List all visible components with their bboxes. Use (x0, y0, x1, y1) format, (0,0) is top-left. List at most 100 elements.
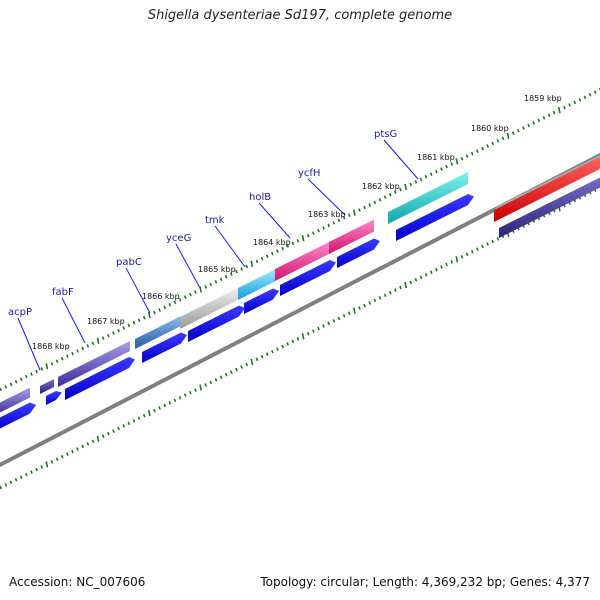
scale-label: 1865 kbp (198, 265, 236, 274)
tick-mark (265, 254, 269, 258)
tick-mark (14, 379, 18, 384)
tick-mark (142, 413, 146, 418)
tick-mark (291, 241, 295, 246)
tick-mark (107, 431, 110, 436)
tick-mark (19, 377, 23, 381)
gene-label-tmk[interactable]: tmk (205, 215, 225, 226)
feature-yceG (180, 284, 242, 329)
tick-mark (255, 259, 259, 264)
tick-mark (511, 131, 515, 135)
tick-mark (168, 401, 172, 405)
tick-mark (568, 103, 571, 107)
tick-mark (127, 421, 131, 426)
tick-mark (158, 406, 161, 410)
tick-mark (265, 352, 269, 356)
tick-mark (271, 349, 274, 354)
tick-mark (194, 290, 197, 294)
tick-mark (506, 132, 510, 139)
tick-mark (112, 331, 115, 335)
tick-mark (286, 342, 290, 346)
cds-holB (280, 253, 340, 296)
tick-mark (419, 177, 423, 182)
tick-mark (373, 200, 377, 205)
tick-mark (132, 321, 136, 325)
tick-mark (235, 367, 238, 372)
tick-mark (137, 416, 141, 421)
feature-left-edge (0, 383, 34, 413)
tick-mark (81, 346, 85, 351)
tick-mark (373, 298, 377, 303)
tick-mark (173, 300, 177, 305)
tick-mark (337, 218, 341, 223)
tick-mark (153, 310, 156, 315)
tick-mark (455, 256, 459, 263)
tick-mark (81, 444, 85, 449)
tick-mark (281, 246, 284, 251)
tick-mark (465, 154, 469, 159)
tick-mark (440, 265, 443, 269)
tick-mark (496, 237, 500, 241)
tick-mark (30, 372, 33, 376)
cds-left-edge (0, 395, 40, 429)
gene-label-holB[interactable]: holB (249, 192, 271, 203)
tick-mark (209, 380, 213, 385)
feature-track (0, 152, 600, 468)
tick-mark (260, 354, 264, 359)
tick-mark (337, 316, 341, 321)
tick-mark (409, 182, 413, 187)
tick-mark (291, 339, 295, 344)
cds-tmk (244, 281, 283, 314)
tick-mark (66, 354, 69, 358)
tick-mark (476, 149, 479, 153)
tick-mark (481, 146, 484, 151)
scale-tick-rows (0, 88, 600, 490)
tick-mark (66, 452, 69, 456)
tick-mark (414, 180, 418, 184)
gene-label-pabC[interactable]: pabC (116, 257, 142, 268)
feature-ycfH (329, 215, 378, 254)
topology-label: Topology: circular; Length: 4,369,232 bp… (260, 575, 590, 589)
tick-mark (332, 319, 336, 323)
tick-mark (424, 174, 428, 179)
tick-mark (189, 292, 192, 297)
tick-mark (86, 442, 90, 446)
tick-mark (240, 267, 243, 271)
gene-label-acpP[interactable]: acpP (8, 307, 32, 318)
tick-mark (230, 370, 233, 374)
tick-mark (547, 113, 551, 118)
tick-mark (450, 260, 454, 264)
tick-mark (137, 318, 141, 323)
tick-mark (404, 183, 407, 191)
tick-mark (450, 162, 454, 166)
tick-mark (147, 409, 151, 417)
feature-holB (273, 238, 333, 282)
gene-label-fabF[interactable]: fabF (52, 287, 74, 298)
scale-label: 1866 kbp (142, 292, 180, 301)
gene-label-yceG[interactable]: yceG (166, 233, 191, 244)
tick-mark (260, 256, 264, 261)
tick-mark (399, 187, 402, 192)
tick-mark (368, 203, 372, 207)
tick-mark (153, 408, 156, 413)
scale-label: 1864 kbp (253, 238, 291, 247)
gene-label-ptsG[interactable]: ptsG (374, 129, 397, 140)
tick-mark (14, 477, 18, 482)
tick-mark (245, 264, 249, 269)
cds-ycfH (337, 231, 384, 268)
callout-line (383, 139, 419, 180)
tick-mark (429, 172, 433, 176)
tick-mark (578, 98, 582, 102)
tick-mark (96, 435, 100, 442)
cds-pabC (142, 325, 191, 363)
tick-mark (388, 290, 392, 295)
gene-label-ycfH[interactable]: ycfH (298, 168, 320, 179)
tick-mark (429, 270, 433, 274)
callout-line (307, 178, 346, 216)
tick-mark (194, 388, 197, 392)
tick-mark (35, 369, 38, 374)
tick-mark (470, 249, 474, 254)
tick-mark (440, 167, 443, 171)
tick-mark (117, 426, 120, 431)
tick-mark (435, 169, 438, 174)
tick-mark (424, 272, 428, 277)
